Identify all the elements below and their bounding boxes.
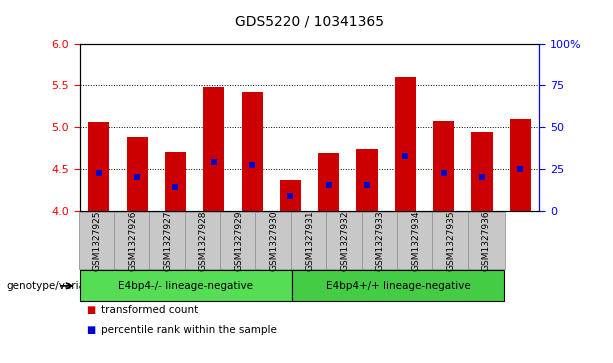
- Text: GSM1327933: GSM1327933: [376, 210, 385, 271]
- Bar: [433, 121, 454, 211]
- Text: GSM1327934: GSM1327934: [411, 210, 420, 271]
- Text: GSM1327927: GSM1327927: [164, 210, 173, 271]
- Text: E4bp4-/- lineage-negative: E4bp4-/- lineage-negative: [118, 281, 253, 291]
- Text: GSM1327932: GSM1327932: [340, 210, 349, 271]
- Bar: [357, 149, 378, 211]
- Bar: [165, 152, 186, 211]
- Bar: [510, 119, 531, 211]
- Text: genotype/variation: genotype/variation: [6, 281, 105, 291]
- Text: GSM1327929: GSM1327929: [234, 210, 243, 271]
- Bar: [204, 87, 224, 211]
- Bar: [127, 137, 148, 211]
- Text: GSM1327936: GSM1327936: [482, 210, 491, 271]
- Text: GDS5220 / 10341365: GDS5220 / 10341365: [235, 15, 384, 29]
- Text: ■: ■: [86, 325, 95, 335]
- Text: GSM1327930: GSM1327930: [270, 210, 279, 271]
- Bar: [88, 122, 109, 211]
- Text: ■: ■: [86, 305, 95, 315]
- Bar: [318, 153, 339, 211]
- Bar: [395, 77, 416, 211]
- Text: GSM1327931: GSM1327931: [305, 210, 314, 271]
- Text: percentile rank within the sample: percentile rank within the sample: [101, 325, 277, 335]
- Bar: [242, 92, 262, 211]
- Text: GSM1327925: GSM1327925: [93, 210, 102, 271]
- Text: GSM1327935: GSM1327935: [446, 210, 455, 271]
- Bar: [471, 132, 492, 211]
- Bar: [280, 180, 301, 211]
- Text: transformed count: transformed count: [101, 305, 199, 315]
- Text: GSM1327926: GSM1327926: [128, 210, 137, 271]
- Text: GSM1327928: GSM1327928: [199, 210, 208, 271]
- Text: E4bp4+/+ lineage-negative: E4bp4+/+ lineage-negative: [326, 281, 470, 291]
